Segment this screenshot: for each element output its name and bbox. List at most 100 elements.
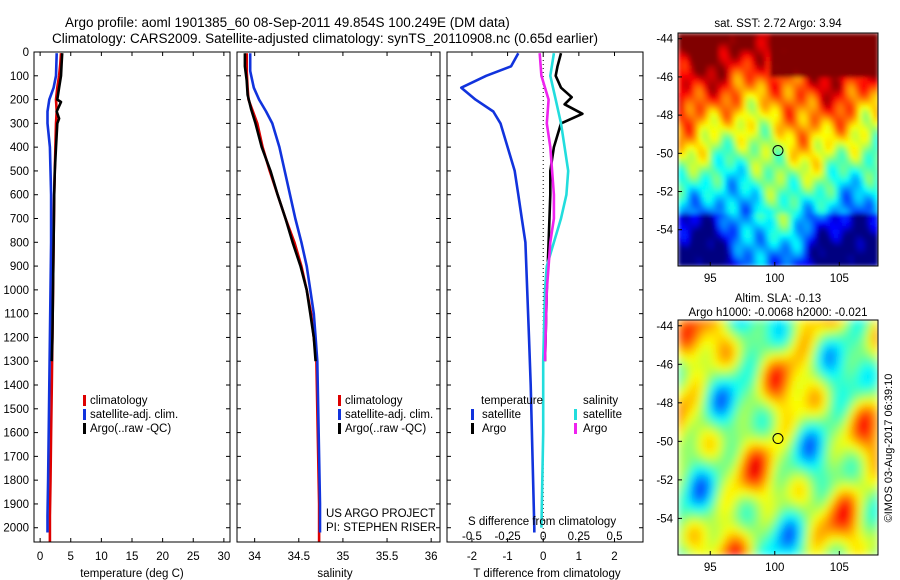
- heatmap-cell: [726, 441, 731, 447]
- heatmap-cell: [682, 364, 687, 370]
- heatmap-cell: [678, 205, 683, 211]
- heatmap-cell: [830, 340, 835, 345]
- heatmap-cell: [854, 77, 859, 82]
- heatmap-cell: [834, 185, 839, 191]
- heatmap-cell: [698, 129, 703, 135]
- heatmap-cell: [802, 189, 807, 195]
- heatmap-cell: [778, 429, 783, 435]
- heatmap-cell: [822, 113, 827, 118]
- heatmap-cell: [694, 73, 699, 78]
- heatmap-cell: [866, 181, 871, 187]
- heatmap-cell: [838, 117, 843, 122]
- heatmap-cell: [854, 101, 859, 106]
- heatmap-cell: [686, 113, 691, 118]
- heatmap-cell: [710, 41, 715, 46]
- heatmap-cell: [810, 161, 815, 167]
- heatmap-cell: [870, 185, 875, 191]
- heatmap-cell: [702, 261, 707, 266]
- heatmap-cell: [774, 441, 779, 447]
- heatmap-cell: [774, 328, 779, 333]
- heatmap-cell: [782, 129, 787, 135]
- heatmap-cell: [758, 137, 763, 143]
- heatmap-cell: [782, 221, 787, 227]
- heatmap-cell: [874, 249, 878, 255]
- heatmap-cell: [818, 109, 823, 114]
- heatmap-cell: [726, 133, 731, 139]
- heatmap-cell: [742, 189, 747, 195]
- heatmap-cell: [742, 413, 747, 418]
- heatmap-cell: [722, 392, 727, 398]
- heatmap-cell: [718, 392, 723, 398]
- heatmap-cell: [710, 197, 715, 203]
- heatmap-cell: [874, 85, 878, 90]
- heatmap-cell: [782, 137, 787, 143]
- heatmap-cell: [742, 93, 747, 98]
- heatmap-cell: [754, 461, 759, 467]
- heatmap-cell: [866, 352, 871, 358]
- heatmap-cell: [810, 429, 815, 435]
- heatmap-cell: [786, 249, 791, 255]
- heatmap-cell: [866, 437, 871, 443]
- heatmap-cell: [738, 225, 743, 231]
- heatmap-cell: [810, 45, 815, 50]
- heatmap-cell: [678, 41, 683, 46]
- heatmap-cell: [718, 101, 723, 106]
- heatmap-cell: [802, 89, 807, 94]
- heatmap-cell: [858, 97, 863, 102]
- heatmap-cell: [698, 113, 703, 118]
- heatmap-cell: [814, 49, 819, 54]
- heatmap-cell: [858, 101, 863, 106]
- heatmap-cell: [698, 161, 703, 167]
- heatmap-cell: [790, 209, 795, 215]
- heatmap-cell: [726, 33, 731, 38]
- heatmap-cell: [854, 261, 859, 266]
- heatmap-cell: [814, 37, 819, 42]
- heatmap-cell: [718, 45, 723, 50]
- heatmap-cell: [750, 225, 755, 231]
- heatmap-cell: [690, 197, 695, 203]
- heatmap-cell: [710, 109, 715, 114]
- heatmap-cell: [830, 253, 835, 259]
- heatmap-cell: [682, 41, 687, 46]
- heatmap-cell: [822, 201, 827, 207]
- heatmap-cell: [734, 209, 739, 215]
- heatmap-cell: [738, 169, 743, 175]
- heatmap-cell: [758, 157, 763, 163]
- heatmap-cell: [686, 209, 691, 215]
- heatmap-cell: [842, 165, 847, 171]
- heatmap-cell: [846, 169, 851, 175]
- heatmap-cell: [822, 396, 827, 402]
- heatmap-cell: [794, 121, 799, 126]
- heatmap-cell: [870, 49, 875, 54]
- heatmap-cell: [806, 141, 811, 147]
- heatmap-cell: [802, 328, 807, 333]
- heatmap-cell: [850, 360, 855, 366]
- heatmap-cell: [694, 429, 699, 435]
- heatmap-cell: [862, 165, 867, 171]
- heatmap-cell: [686, 45, 691, 50]
- heatmap-cell: [854, 73, 859, 78]
- heatmap-cell: [762, 209, 767, 215]
- heatmap-cell: [778, 185, 783, 191]
- heatmap-cell: [846, 237, 851, 243]
- heatmap-cell: [758, 380, 763, 386]
- heatmap-cell: [802, 105, 807, 110]
- heatmap-cell: [870, 209, 875, 215]
- heatmap-cell: [810, 205, 815, 211]
- heatmap-cell: [770, 37, 775, 42]
- heatmap-cell: [690, 368, 695, 374]
- heatmap-cell: [694, 217, 699, 223]
- heatmap-cell: [682, 145, 687, 151]
- heatmap-cell: [802, 177, 807, 183]
- x-tick-label: 10: [95, 551, 108, 563]
- heatmap-cell: [746, 133, 751, 139]
- heatmap-cell: [730, 344, 735, 349]
- heatmap-cell: [866, 233, 871, 239]
- heatmap-cell: [794, 153, 799, 159]
- heatmap-cell: [750, 145, 755, 151]
- heatmap-cell: [818, 85, 823, 90]
- heatmap-cell: [758, 336, 763, 341]
- heatmap-cell: [838, 261, 843, 266]
- heatmap-cell: [722, 41, 727, 46]
